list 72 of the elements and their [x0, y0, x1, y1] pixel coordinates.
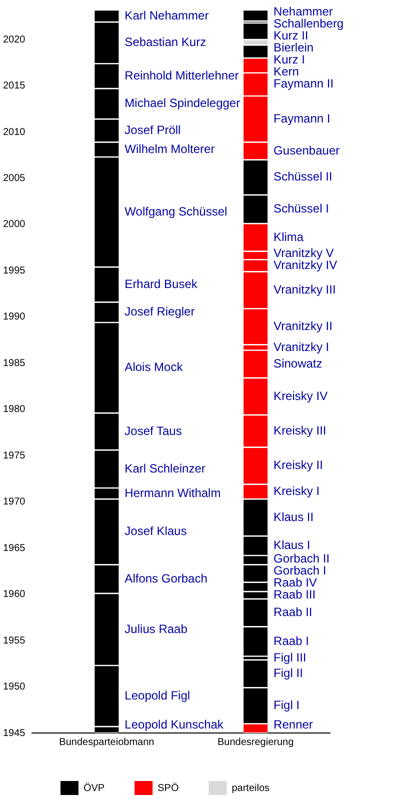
y-tick-label: 2015	[2, 80, 26, 92]
series-label: Karl Nehammer	[124, 8, 209, 22]
series-label: Figl II	[274, 666, 303, 680]
series-label: Faymann I	[274, 111, 330, 126]
series-label: Raab I	[274, 634, 309, 648]
series-label: Alfons Gorbach	[124, 571, 208, 586]
y-tick-label: 2010	[2, 126, 26, 138]
y-tick-label: 1950	[2, 682, 26, 693]
series-label: Gorbach II	[274, 552, 330, 566]
series-label: Kreisky III	[274, 423, 326, 438]
y-tick-label: 1990	[2, 312, 26, 323]
series-label: Karl Schleinzer	[124, 461, 206, 476]
series-label: Wilhelm Molterer	[124, 142, 215, 156]
series-label: Klaus I	[274, 538, 310, 552]
series-label: Leopold Figl	[124, 688, 190, 702]
series-label: Faymann II	[274, 76, 334, 91]
series-label: Raab III	[274, 588, 316, 602]
series-label: Figl III	[274, 650, 306, 664]
series-label: Renner	[274, 717, 313, 732]
series-label: Kreisky IV	[274, 388, 328, 403]
series-label: Kurz I	[274, 52, 305, 66]
series-label: Kurz II	[274, 28, 308, 42]
y-tick-label: 1965	[2, 542, 26, 554]
series-label: Reinhold Mitterlehner	[124, 68, 239, 82]
series-label: Josef Taus	[124, 424, 182, 438]
series-label: Bierlein	[274, 40, 314, 54]
y-tick-label: 2005	[2, 173, 26, 184]
y-tick-label: 1955	[2, 635, 26, 646]
series-label: Josef Riegler	[124, 304, 195, 319]
legend-label: ÖVP	[83, 782, 105, 794]
legend-label: parteilos	[232, 782, 270, 794]
y-tick-label: 1975	[2, 450, 26, 462]
series-label: Kreisky II	[274, 458, 323, 472]
y-tick-label: 1960	[2, 589, 26, 600]
series-label: Vranitzky II	[274, 318, 332, 333]
series-label: Michael Spindelegger	[124, 96, 240, 110]
y-tick-label: 1980	[2, 404, 26, 416]
series-label: Sebastian Kurz	[124, 35, 206, 50]
series-label: Vranitzky I	[274, 340, 330, 354]
series-label: Kreisky I	[274, 484, 320, 498]
series-label: Schüssel I	[274, 202, 329, 216]
series-label: Leopold Kunschak	[124, 717, 224, 732]
series-label: Nehammer	[274, 4, 333, 18]
series-label: Raab IV	[274, 576, 317, 590]
y-tick-label: 1970	[2, 496, 26, 508]
legend-label: SPÖ	[158, 782, 179, 794]
series-label: Hermann Withalm	[124, 486, 221, 500]
series-label: Klima	[274, 230, 304, 244]
y-tick-label: 2000	[2, 219, 26, 230]
x-tick-label: Bundesparteiobmann	[59, 736, 154, 748]
series-label: Kern	[274, 64, 299, 78]
series-label: Josef Pröll	[124, 122, 181, 137]
series-label: Schüssel II	[274, 170, 332, 184]
series-label: Josef Klaus	[124, 524, 187, 538]
series-label: Sinowatz	[274, 356, 322, 370]
series-label: Vranitzky III	[274, 282, 336, 296]
series-label: Alois Mock	[124, 360, 184, 374]
series-label: Klaus II	[274, 510, 314, 524]
y-tick-label: 1995	[2, 265, 26, 276]
series-label: Figl I	[274, 698, 300, 712]
series-label: Wolfgang Schüssel	[124, 204, 228, 218]
series-label: Vranitzky V	[274, 246, 334, 260]
series-label: Gorbach I	[274, 564, 326, 578]
series-label: Gusenbauer	[274, 143, 340, 158]
series-label: Schallenberg	[274, 16, 344, 30]
y-tick-label: 2020	[2, 34, 26, 46]
series-label: Raab II	[274, 605, 312, 620]
y-tick-label: 1985	[2, 358, 26, 369]
x-tick-label: Bundesregierung	[217, 736, 294, 748]
y-tick-label: 1945	[2, 728, 26, 739]
series-label: Julius Raab	[124, 622, 188, 636]
series-label: Erhard Busek	[124, 276, 198, 291]
